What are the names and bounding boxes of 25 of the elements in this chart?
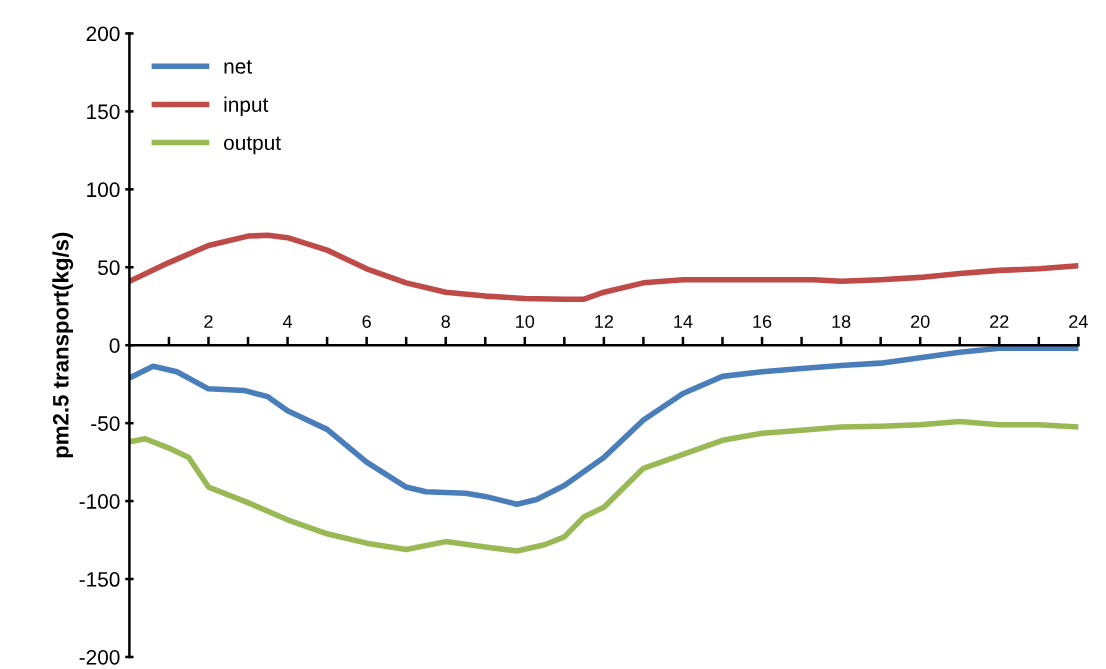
x-tick-label: 18: [832, 315, 851, 328]
y-tick-label: 50: [98, 260, 120, 276]
legend-label: input: [224, 96, 269, 117]
y-axis-title: pm2.5 transport(kg/s): [52, 232, 74, 458]
y-tick-label: -200: [79, 649, 120, 665]
y-tick-label: 0: [109, 338, 120, 353]
x-tick-label: 14: [674, 315, 693, 328]
x-tick-label: 6: [362, 315, 371, 328]
x-tick-label: 24: [1069, 315, 1088, 328]
x-tick-label: 4: [282, 315, 293, 328]
x-tick-label: 12: [595, 315, 614, 328]
x-tick-label: 20: [911, 315, 930, 328]
y-tick-label: -100: [79, 494, 120, 509]
x-tick-label: 2: [204, 315, 213, 328]
legend-label: net: [224, 60, 252, 74]
y-tick-label: -150: [79, 572, 120, 587]
x-tick-label: 10: [516, 315, 535, 328]
x-tick-label: 22: [990, 315, 1009, 328]
y-tick-label: 150: [87, 104, 120, 120]
y-tick-label: -50: [91, 416, 120, 431]
y-tick-label: 100: [87, 182, 120, 198]
x-tick-label: 8: [441, 315, 450, 328]
y-tick-label: 200: [86, 26, 120, 42]
x-tick-label: 16: [753, 315, 772, 328]
legend-label: output: [224, 136, 281, 155]
